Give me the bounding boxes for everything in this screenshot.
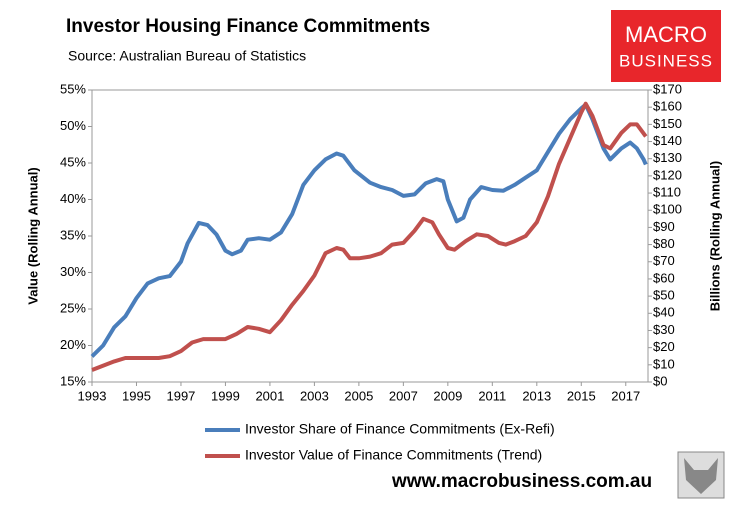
wolf-icon [677,451,725,499]
y2-tick-label: $40 [653,305,675,320]
y2-tick-label: $0 [653,373,667,388]
y-tick-label: 15% [60,373,86,388]
y-tick-label: 40% [60,191,86,206]
y2-tick-label: $100 [653,202,682,217]
y2-tick-label: $160 [653,99,682,114]
x-tick-label: 2015 [567,388,596,403]
y-tick-label: 25% [60,300,86,315]
x-tick-label: 2017 [611,388,640,403]
y-tick-label: 50% [60,118,86,133]
y2-tick-label: $150 [653,116,682,131]
x-tick-label: 2011 [478,388,506,403]
y2-tick-label: $10 [653,356,675,371]
x-tick-label: 1997 [166,388,195,403]
y2-tick-label: $50 [653,288,675,303]
y-tick-label: 55% [60,81,86,96]
plot-frame [91,89,649,383]
y2-tick-label: $120 [653,167,682,182]
x-tick-label: 1993 [78,388,107,403]
x-tick-label: 2013 [522,388,551,403]
website: www.macrobusiness.com.au [391,471,652,492]
chart-subtitle: Source: Australian Bureau of Statistics [68,48,306,64]
y2-tick-label: $60 [653,270,675,285]
x-tick-label: 2009 [433,388,462,403]
y2-tick-label: $110 [653,184,681,199]
legend-label: Investor Value of Finance Commitments (T… [245,447,542,463]
y2-tick-label: $30 [653,322,675,337]
legend-label: Investor Share of Finance Commitments (E… [245,421,555,437]
y-tick-label: 20% [60,337,86,352]
x-tick-label: 2005 [344,388,373,403]
y2-tick-label: $140 [653,133,682,148]
x-tick-label: 1999 [211,388,240,403]
y-tick-label: 45% [60,154,86,169]
y2-tick-label: $70 [653,253,675,268]
chart-title: Investor Housing Finance Commitments [66,16,430,37]
series-line [90,102,648,358]
x-tick-label: 1995 [122,388,151,403]
y2-tick-label: $170 [653,81,682,96]
y2-tick-label: $90 [653,219,675,234]
series-line [91,101,648,372]
logo-box [611,10,721,82]
logo-text: MACRO [625,22,707,47]
y2-tick-label: $80 [653,236,675,251]
y-tick-label: 30% [60,264,86,279]
y2-axis-label: Billions (Rolling Annual) [707,161,722,311]
y2-tick-label: $20 [653,339,675,354]
x-tick-label: 2003 [300,388,329,403]
logo-text: BUSINESS [619,51,713,70]
y-axis-label: Value (Rolling Annual) [25,167,40,304]
y2-tick-label: $130 [653,150,682,165]
x-tick-label: 2001 [255,388,284,403]
y-tick-label: 35% [60,227,86,242]
x-tick-label: 2007 [389,388,418,403]
